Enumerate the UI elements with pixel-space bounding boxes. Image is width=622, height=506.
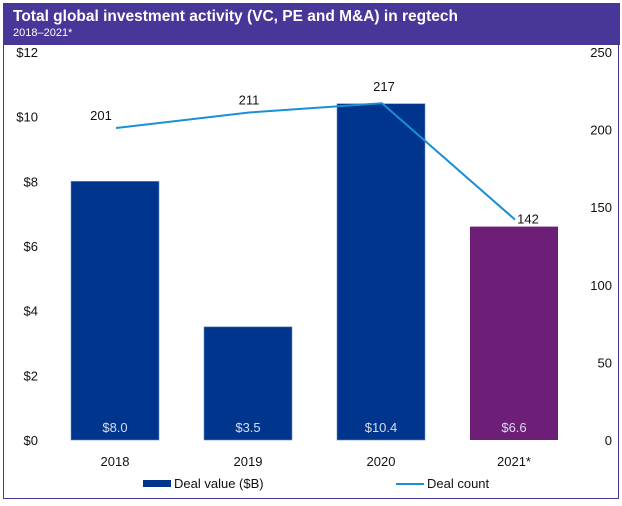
bar-2021	[470, 226, 558, 440]
chart-title: Total global investment activity (VC, PE…	[13, 8, 458, 25]
left-axis-tick-label: $12	[16, 45, 38, 60]
bar-value-label: $3.5	[235, 420, 260, 435]
bar-value-label: $6.6	[501, 420, 526, 435]
legend-label-deal-count: Deal count	[427, 476, 490, 491]
right-axis-tick-label: 0	[605, 433, 612, 448]
right-axis-tick-label: 150	[590, 200, 612, 215]
legend-swatch-deal-value	[143, 480, 171, 487]
bar-labels: $8.0 $3.5 $10.4 $6.6	[102, 420, 526, 435]
deal-count-label: 142	[517, 212, 539, 227]
right-axis-tick-label: 100	[590, 278, 612, 293]
bar-value-label: $8.0	[102, 420, 127, 435]
left-axis-tick-label: $10	[16, 110, 38, 125]
bar-2018	[70, 181, 160, 441]
left-axis-tick-label: $4	[24, 304, 38, 319]
right-axis-tick-label: 200	[590, 123, 612, 138]
right-axis-tick-label: 50	[598, 355, 612, 370]
left-axis: $0 $2 $4 $6 $8 $10 $12	[16, 45, 38, 448]
left-axis-tick-label: $2	[24, 368, 38, 383]
chart-subtitle: 2018–2021*	[13, 27, 73, 39]
right-axis-tick-label: 250	[590, 45, 612, 60]
legend: Deal value ($B) Deal count	[143, 476, 490, 491]
bar-value-label: $10.4	[365, 420, 398, 435]
left-axis-tick-label: $8	[24, 174, 38, 189]
right-axis: 0 50 100 150 200 250	[590, 45, 612, 448]
deal-count-label: 211	[239, 93, 260, 108]
left-axis-tick-label: $6	[24, 239, 38, 254]
x-axis-tick-label: 2019	[234, 454, 263, 469]
chart-header: Total global investment activity (VC, PE…	[3, 3, 620, 45]
x-axis-tick-label: 2021*	[497, 454, 531, 469]
line-series-deal-count	[115, 102, 516, 221]
x-axis: 2018 2019 2020 2021*	[101, 454, 531, 469]
bar-series-deal-value	[70, 103, 558, 441]
bar-2019	[203, 326, 293, 441]
bar-2020	[336, 103, 426, 441]
deal-count-label: 201	[90, 108, 112, 123]
x-axis-tick-label: 2018	[101, 454, 130, 469]
x-axis-tick-label: 2020	[367, 454, 396, 469]
deal-count-label: 217	[373, 79, 395, 94]
left-axis-tick-label: $0	[24, 433, 38, 448]
legend-label-deal-value: Deal value ($B)	[174, 476, 264, 491]
deal-count-line	[115, 102, 516, 221]
line-labels: 201 211 217 142	[90, 79, 539, 226]
